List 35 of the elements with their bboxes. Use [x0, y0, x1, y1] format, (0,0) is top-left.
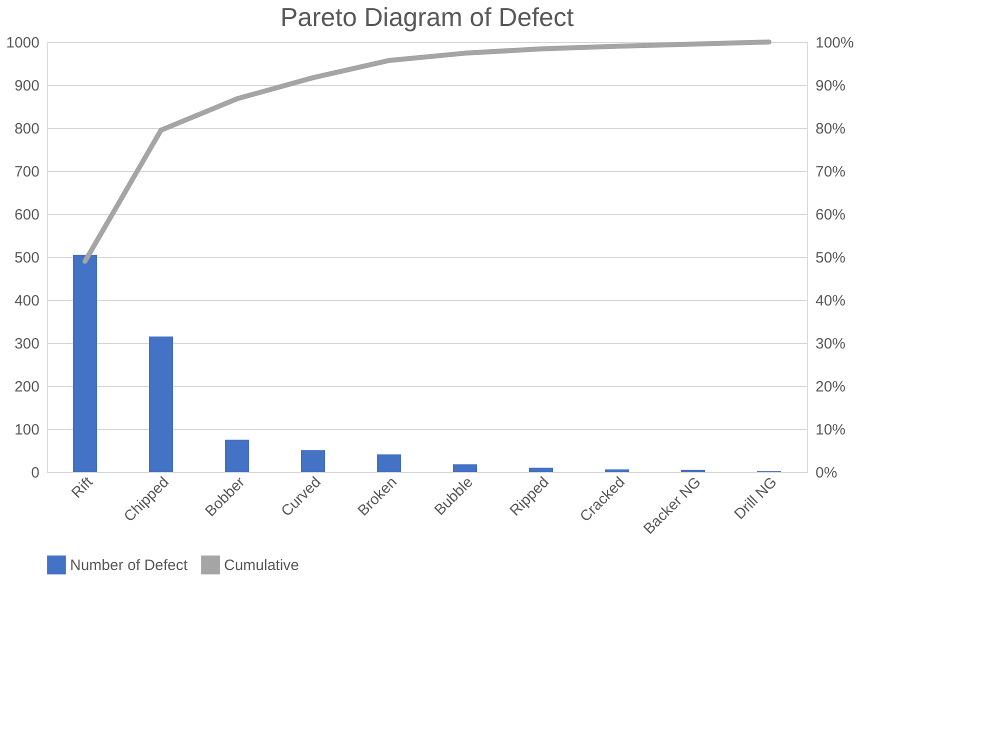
legend-label: Cumulative	[224, 556, 300, 574]
y2-tick-label: 50%	[816, 250, 846, 266]
y-tick-label: 700	[14, 164, 40, 180]
y2-tick-label: 40%	[816, 292, 846, 310]
y-tick-label: 300	[14, 336, 40, 352]
y-tick-label: 400	[14, 292, 40, 310]
x-tick-label: Rift	[68, 473, 97, 502]
y-tick-label: 1000	[6, 34, 40, 52]
y-tick-label: 600	[14, 206, 40, 224]
y2-tick-label: 10%	[816, 422, 846, 438]
bar	[149, 336, 173, 472]
bar	[453, 464, 477, 472]
bar	[225, 440, 249, 472]
x-tick-label: Drill NG	[731, 474, 780, 523]
y-tick-label: 100	[14, 422, 40, 438]
y-tick-label: 900	[14, 78, 40, 94]
y2-tick-label: 90%	[816, 78, 846, 94]
y-tick-label: 200	[14, 378, 40, 396]
y2-tick-label: 70%	[816, 164, 846, 180]
y2-tick-label: 100%	[816, 34, 854, 52]
y2-tick-label: 60%	[816, 206, 846, 224]
bar	[377, 454, 401, 472]
bar	[73, 254, 97, 472]
y-tick-label: 800	[14, 120, 40, 138]
chart-title: Pareto Diagram of Defect	[280, 2, 574, 32]
y2-tick-label: 0%	[816, 464, 838, 482]
y2-tick-label: 80%	[816, 120, 846, 138]
y2-tick-label: 30%	[816, 336, 846, 352]
y2-tick-label: 20%	[816, 378, 846, 396]
bar	[301, 450, 325, 472]
bar	[529, 468, 553, 472]
y-tick-label: 0	[31, 464, 40, 482]
bar	[605, 469, 629, 472]
y-tick-label: 500	[14, 250, 40, 266]
legend-label: Number of Defect	[70, 556, 188, 574]
